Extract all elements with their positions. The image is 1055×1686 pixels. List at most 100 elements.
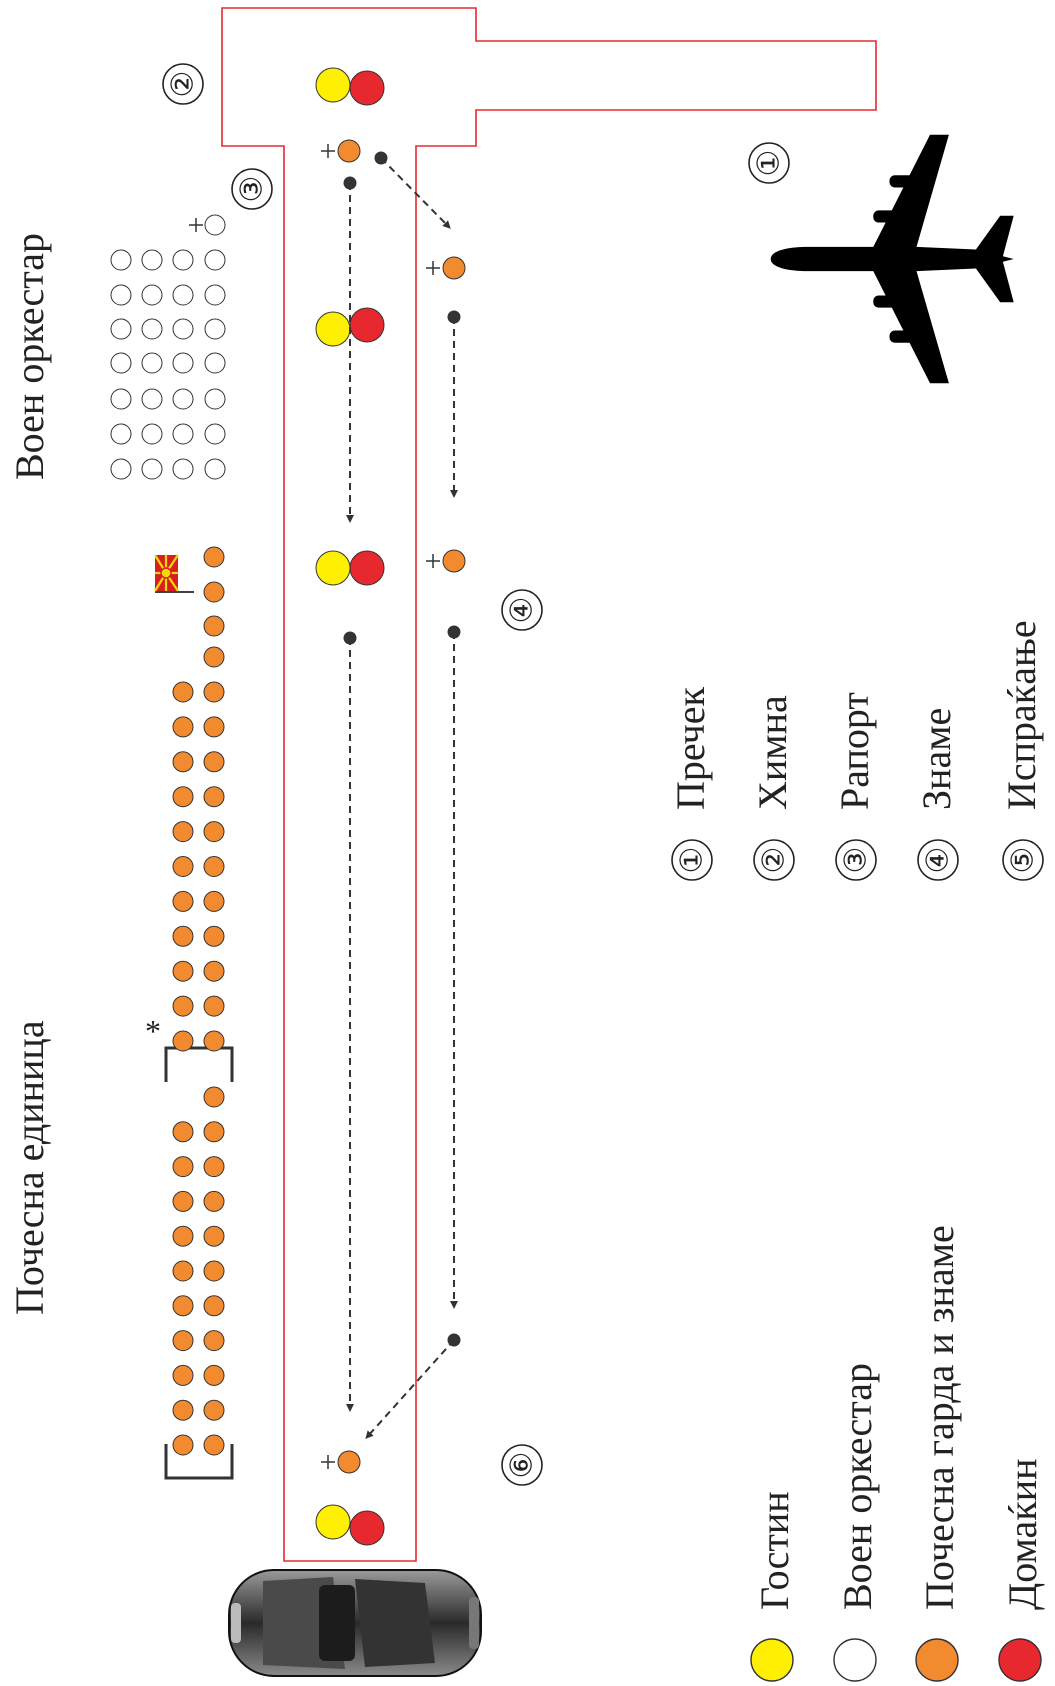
band-member xyxy=(172,318,194,340)
honor-unit-member xyxy=(203,890,225,912)
honor-unit-member xyxy=(203,1260,225,1282)
svg-text:⑤: ⑤ xyxy=(1007,847,1040,874)
host-figure xyxy=(349,70,385,106)
band-member xyxy=(172,249,194,271)
map-marker-1: ① xyxy=(748,142,790,184)
host-figure xyxy=(349,1510,385,1546)
honor-unit-member xyxy=(172,1399,194,1421)
band-member xyxy=(172,388,194,410)
band-member xyxy=(141,458,163,480)
svg-text:④: ④ xyxy=(922,847,955,874)
svg-text:④: ④ xyxy=(506,597,539,624)
svg-text:Знаме: Знаме xyxy=(914,708,959,810)
map-marker-4: ④ xyxy=(501,589,543,631)
guard-member xyxy=(203,615,225,637)
map-marker-2: ② xyxy=(162,63,204,105)
band-member xyxy=(141,388,163,410)
map-marker-3: ③ xyxy=(231,168,273,210)
band-member xyxy=(141,352,163,374)
svg-text:Домаќин: Домаќин xyxy=(1000,1458,1045,1610)
diagram-figures xyxy=(110,67,466,1546)
svg-text:Пречек: Пречек xyxy=(668,686,713,810)
band-member xyxy=(141,284,163,306)
honor-unit-member xyxy=(172,786,194,808)
honor-unit-member xyxy=(172,960,194,982)
step-2: ② Химна xyxy=(750,695,795,881)
honor-unit-member xyxy=(172,716,194,738)
host-figure xyxy=(349,550,385,586)
movement-arrow xyxy=(365,1339,455,1439)
band-member xyxy=(110,458,132,480)
guest-figure xyxy=(315,1504,351,1540)
band-member xyxy=(172,423,194,445)
honor-unit-member xyxy=(203,646,225,668)
honor-unit-member xyxy=(172,821,194,843)
guest-figure xyxy=(315,67,351,103)
honor-unit-member xyxy=(203,1434,225,1456)
guard-commander xyxy=(337,1450,361,1474)
legend-band: Воен оркестар xyxy=(833,1363,880,1682)
honor-unit-member xyxy=(203,821,225,843)
band-conductor xyxy=(204,214,226,236)
band-member xyxy=(110,284,132,306)
guest-figure xyxy=(315,311,351,347)
honor-unit-member xyxy=(203,1330,225,1352)
band-member xyxy=(204,284,226,306)
honor-unit-member xyxy=(172,1295,194,1317)
honor-unit-member xyxy=(203,1295,225,1317)
honor-unit-member xyxy=(172,1121,194,1143)
honor-unit-member xyxy=(203,681,225,703)
guest-figure xyxy=(315,550,351,586)
legend-host: Домаќин xyxy=(998,1458,1045,1682)
honor-unit-member xyxy=(203,856,225,877)
band-member xyxy=(110,423,132,445)
honor-unit-member xyxy=(172,995,194,1017)
band-label: Воен оркестар xyxy=(7,233,52,480)
svg-text:③: ③ xyxy=(236,176,269,203)
commander-cross-mark xyxy=(321,1455,335,1469)
honor-unit-member xyxy=(203,786,225,808)
honor-unit-member xyxy=(203,1225,225,1247)
band-member xyxy=(204,352,226,374)
honor-unit-member xyxy=(172,681,194,703)
band-member xyxy=(172,284,194,306)
honor-unit-member xyxy=(172,890,194,912)
honor-unit-member xyxy=(172,925,194,947)
step-4: ④ Знаме xyxy=(914,708,959,881)
honor-unit-member xyxy=(203,925,225,947)
legend-honor-guard: Почесна гарда и знаме xyxy=(915,1225,962,1682)
step-5: ⑤ Испраќање xyxy=(999,620,1044,881)
honor-unit-member xyxy=(203,1030,225,1052)
band-member xyxy=(204,249,226,271)
honor-unit-member xyxy=(203,1364,225,1386)
legend-guest: Гостин xyxy=(750,1491,797,1682)
honor-unit-member xyxy=(203,1121,225,1143)
step-3: ③ Рапорт xyxy=(832,692,877,881)
commander-cross-mark xyxy=(321,144,335,158)
commander-cross-mark xyxy=(426,261,440,275)
band-member xyxy=(204,423,226,445)
band-member xyxy=(141,249,163,271)
svg-text:②: ② xyxy=(758,847,791,874)
commander-cross-mark xyxy=(426,554,440,568)
honor-unit-member xyxy=(172,1434,194,1456)
band-member xyxy=(110,249,132,271)
svg-text:Гостин: Гостин xyxy=(752,1491,797,1610)
svg-text:Почесна гарда и знаме: Почесна гарда и знаме xyxy=(917,1225,962,1610)
guard-member xyxy=(203,546,225,568)
honor-unit-member xyxy=(203,1399,225,1421)
guard-commander xyxy=(337,139,361,163)
band-member xyxy=(204,458,226,480)
honor-unit-member xyxy=(203,751,225,773)
honor-unit-bracket-start xyxy=(164,1444,234,1480)
band-member xyxy=(110,388,132,410)
movement-arrow xyxy=(380,157,451,229)
svg-text:①: ① xyxy=(676,847,709,874)
band-member xyxy=(204,388,226,410)
red-carpet-outline xyxy=(221,7,877,1562)
svg-text:②: ② xyxy=(167,71,200,98)
host-figure xyxy=(349,307,385,343)
honor-unit-member xyxy=(172,1030,194,1052)
honor-unit-member xyxy=(172,1260,194,1282)
